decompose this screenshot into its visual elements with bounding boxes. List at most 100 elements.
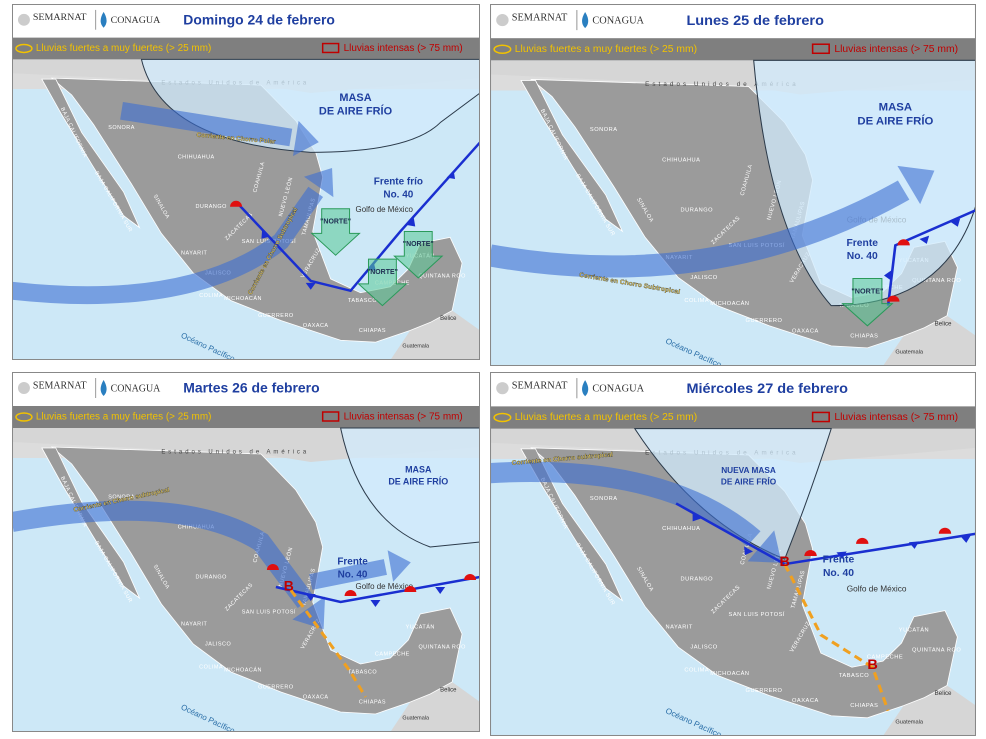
state-label: NAYARIT	[666, 624, 693, 630]
norte-label: "NORTE"	[403, 241, 434, 248]
legend-icon-heavy	[493, 44, 512, 55]
warm-semicircle	[266, 564, 279, 570]
legend-bar	[490, 38, 976, 61]
front-triangle	[446, 170, 456, 179]
air-mass	[339, 427, 480, 548]
norte-label: "NORTE"	[320, 218, 351, 225]
state-label: MICHOACÁN	[710, 670, 749, 677]
state-label: CAMPECHE	[867, 655, 903, 661]
state-label: COLIMA	[199, 293, 223, 299]
legend-icon-intense	[321, 42, 340, 54]
semarnat-logo: SEMARNAT	[33, 380, 87, 391]
central-america	[390, 310, 480, 360]
state-label: SAN LUIS POTOSÍ	[729, 611, 786, 618]
state-label: CHIHUAHUA	[178, 155, 215, 161]
state-label: MICHOACÁN	[224, 295, 262, 302]
state-label: MICHOACÁN	[224, 666, 262, 673]
country-label: Guatemala	[895, 719, 924, 725]
warm-semicircle	[804, 549, 817, 557]
legend-intense: Lluvias intensas (> 75 mm)	[344, 412, 463, 423]
state-label: OAXACA	[303, 694, 329, 700]
state-label: QUINTANA ROO	[912, 278, 961, 284]
front-label: No. 40	[823, 568, 854, 579]
air-mass	[633, 428, 832, 560]
norte-arrow	[841, 278, 894, 327]
front-triangle	[305, 594, 316, 601]
jet-head	[304, 167, 334, 198]
state-label: DURANGO	[680, 577, 713, 583]
conagua-emblem	[100, 380, 107, 396]
state-label: OAXACA	[303, 323, 329, 329]
front-triangle	[908, 541, 920, 549]
air-mass-label: NUEVA MASA	[721, 466, 776, 475]
state-label: CHIAPAS	[359, 699, 386, 705]
conagua-logo: CONAGUA	[592, 16, 644, 27]
warm-semicircle	[887, 295, 900, 302]
state-label: CHIHUAHUA	[178, 524, 215, 530]
state-label: GUERRERO	[258, 313, 294, 319]
state-label: COLIMA	[684, 668, 709, 674]
front-triangle	[960, 535, 971, 543]
jet-stream	[12, 186, 324, 305]
front-triangle	[836, 551, 847, 560]
low-pressure: B	[284, 578, 294, 594]
semarnat-emblem	[17, 13, 30, 26]
front-triangle	[950, 218, 961, 227]
norte-arrow	[310, 208, 361, 256]
state-label: SONORA	[590, 496, 618, 502]
panel-title: Miércoles 27 de febrero	[686, 381, 848, 397]
legend-heavy: Lluvias fuertes a muy fuertes (> 25 mm)	[515, 412, 697, 423]
state-label: YUCATÁN	[899, 626, 929, 633]
front-triangle	[305, 282, 316, 290]
state-label: GUERRERO	[746, 318, 783, 324]
front-triangle	[919, 235, 930, 244]
front-label: No. 40	[338, 570, 368, 581]
semarnat-emblem	[496, 382, 509, 395]
semarnat-logo: SEMARNAT	[512, 13, 568, 24]
state-label: TABASCO	[348, 669, 377, 675]
country-label: Guatemala	[895, 349, 924, 355]
central-america	[882, 685, 976, 736]
jet-head	[292, 120, 319, 157]
panel-title: Domingo 24 de febrero	[183, 12, 335, 28]
mexico	[530, 447, 958, 719]
header	[12, 4, 480, 38]
legend-icon-heavy	[15, 43, 33, 54]
front-triangle	[435, 587, 446, 594]
front-line	[886, 208, 976, 306]
state-label: SONORA	[108, 125, 135, 131]
state-label: OAXACA	[792, 328, 819, 334]
panel-title: Lunes 25 de febrero	[686, 13, 824, 29]
state-label: JALISCO	[690, 275, 717, 281]
state-label: YUCATÁN	[406, 623, 435, 630]
warm-semicircle	[897, 239, 910, 246]
jet-head	[387, 550, 411, 582]
state-label: COLIMA	[684, 298, 709, 304]
conagua-logo: CONAGUA	[111, 15, 162, 26]
panel-border	[12, 4, 480, 360]
semarnat-emblem	[17, 382, 30, 394]
air-mass-label: DE AIRE FRÍO	[721, 475, 777, 486]
front-triangle	[370, 600, 381, 607]
panel-border	[490, 4, 976, 366]
state-label: DURANGO	[195, 204, 226, 210]
trough	[783, 563, 890, 712]
state-label: QUINTANA ROO	[912, 648, 961, 654]
jet-stream	[490, 461, 761, 547]
conagua-emblem	[100, 11, 107, 28]
state-label: OAXACA	[792, 698, 819, 704]
legend-intense: Lluvias intensas (> 75 mm)	[344, 43, 463, 54]
front-label: Frente	[823, 555, 855, 566]
low-pressure: B	[867, 657, 877, 673]
semarnat-emblem	[496, 14, 509, 27]
country-label: Guatemala	[402, 715, 430, 721]
legend-intense: Lluvias intensas (> 75 mm)	[834, 44, 958, 55]
state-label: NAYARIT	[181, 621, 207, 627]
state-label: JALISCO	[205, 641, 231, 647]
country-label: Belice	[935, 320, 952, 327]
country-label: Estados Unidos de América	[161, 450, 309, 456]
semarnat-logo: SEMARNAT	[512, 381, 568, 392]
